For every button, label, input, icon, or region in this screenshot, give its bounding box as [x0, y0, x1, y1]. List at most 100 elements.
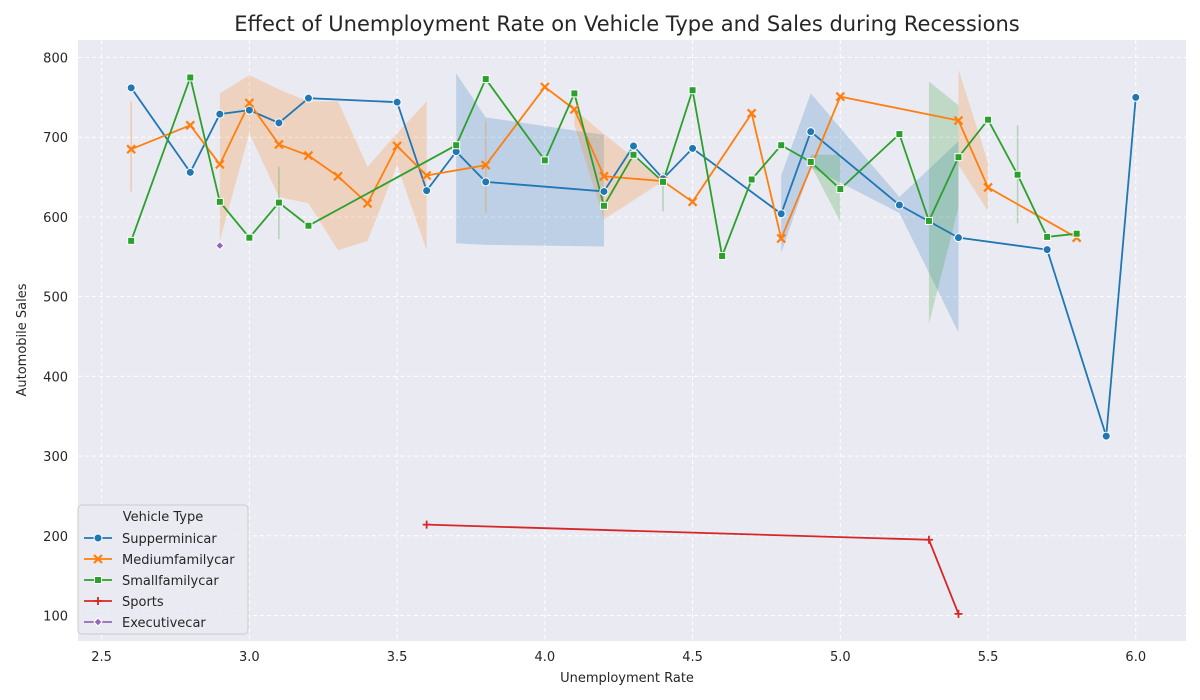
x-axis-ticks: 2.5 3.0 3.5 4.0 4.5 5.0 5.5 6.0 [91, 650, 1146, 665]
data-point [953, 233, 963, 243]
x-axis-label: Unemployment Rate [560, 671, 694, 686]
data-point [274, 198, 283, 207]
y-axis-ticks: 100 200 300 400 500 600 700 800 [43, 52, 68, 625]
chart-title: Effect of Unemployment Rate on Vehicle T… [234, 12, 1020, 36]
y-tick-label: 600 [43, 211, 68, 226]
data-point [540, 82, 550, 92]
legend-label: Mediumfamilycar [122, 553, 235, 568]
data-point [718, 252, 727, 261]
data-point [924, 216, 933, 225]
data-point [954, 609, 963, 618]
x-tick-label: 2.5 [91, 650, 112, 665]
data-point [215, 197, 224, 206]
data-point [836, 185, 845, 194]
data-point [688, 86, 697, 95]
data-point [333, 171, 343, 182]
data-point [1101, 431, 1111, 441]
data-point [835, 91, 846, 102]
legend: Vehicle Type Supperminicar Mediumfamilyca… [77, 504, 249, 635]
y-tick-label: 500 [43, 291, 68, 306]
data-point [895, 130, 904, 139]
x-tick-label: 3.5 [387, 650, 408, 665]
data-point [1043, 232, 1052, 241]
data-point [274, 118, 284, 128]
data-point [746, 108, 757, 119]
data-point [806, 157, 815, 166]
legend-marker [94, 576, 102, 584]
series-markers [126, 73, 1141, 618]
data-point [747, 175, 756, 184]
data-point [422, 186, 432, 196]
data-point [304, 221, 313, 230]
data-point [1042, 245, 1052, 255]
legend-marker [93, 533, 103, 543]
legend-label: Executivecar [122, 616, 206, 631]
data-point [776, 209, 786, 219]
data-point [185, 167, 195, 177]
data-point [392, 97, 402, 107]
x-tick-label: 6.0 [1125, 650, 1146, 665]
legend-label: Sports [122, 595, 164, 610]
confidence-band [810, 154, 841, 222]
y-tick-label: 200 [43, 530, 68, 545]
data-point [245, 233, 254, 242]
data-point [274, 139, 284, 150]
data-point [127, 236, 136, 245]
data-point [126, 83, 136, 93]
plot-area [78, 40, 1186, 641]
legend-label: Smallfamilycar [122, 574, 219, 589]
x-tick-label: 3.0 [239, 650, 260, 665]
data-point [392, 141, 402, 151]
y-tick-label: 400 [43, 370, 68, 385]
data-point [421, 170, 432, 181]
legend-label: Supperminicar [122, 532, 217, 547]
data-point [126, 144, 136, 154]
data-point [185, 120, 196, 131]
data-point [215, 109, 225, 119]
data-point [480, 160, 491, 170]
data-point [924, 535, 933, 544]
data-point [215, 240, 225, 251]
data-point [244, 105, 254, 115]
data-point [540, 156, 549, 165]
data-point [983, 182, 993, 193]
legend-marker [93, 617, 103, 627]
data-point [628, 141, 638, 151]
legend-items: Supperminicar Mediumfamilycar Smallfamilyc… [84, 532, 235, 631]
data-point [777, 141, 786, 150]
grid [78, 40, 1186, 641]
data-point [303, 93, 313, 103]
data-point [629, 150, 638, 159]
data-point [776, 233, 786, 244]
x-tick-label: 4.0 [534, 650, 555, 665]
data-point [806, 127, 816, 137]
data-point [186, 73, 195, 82]
legend-marker [94, 597, 102, 605]
data-point [1013, 170, 1022, 179]
data-point [569, 104, 580, 115]
data-point [362, 198, 373, 209]
data-point [659, 177, 668, 186]
data-point [599, 201, 608, 210]
confidence-band [456, 73, 604, 247]
data-point [215, 159, 225, 170]
data-point [1072, 229, 1081, 238]
data-point [570, 89, 579, 98]
data-point [688, 143, 698, 153]
y-axis-label: Automobile Sales [15, 283, 30, 396]
series-line [130, 74, 1077, 260]
y-tick-label: 300 [43, 450, 68, 465]
confidence-band [958, 69, 989, 212]
data-point [1131, 92, 1141, 102]
data-point [481, 75, 490, 84]
legend-marker [93, 554, 103, 564]
data-point [954, 153, 963, 162]
data-point [599, 171, 609, 182]
y-tick-label: 800 [43, 52, 68, 67]
y-tick-label: 700 [43, 131, 68, 146]
legend-box [77, 504, 249, 635]
x-tick-label: 5.5 [978, 650, 999, 665]
x-tick-label: 4.5 [682, 650, 703, 665]
data-point [984, 115, 993, 124]
